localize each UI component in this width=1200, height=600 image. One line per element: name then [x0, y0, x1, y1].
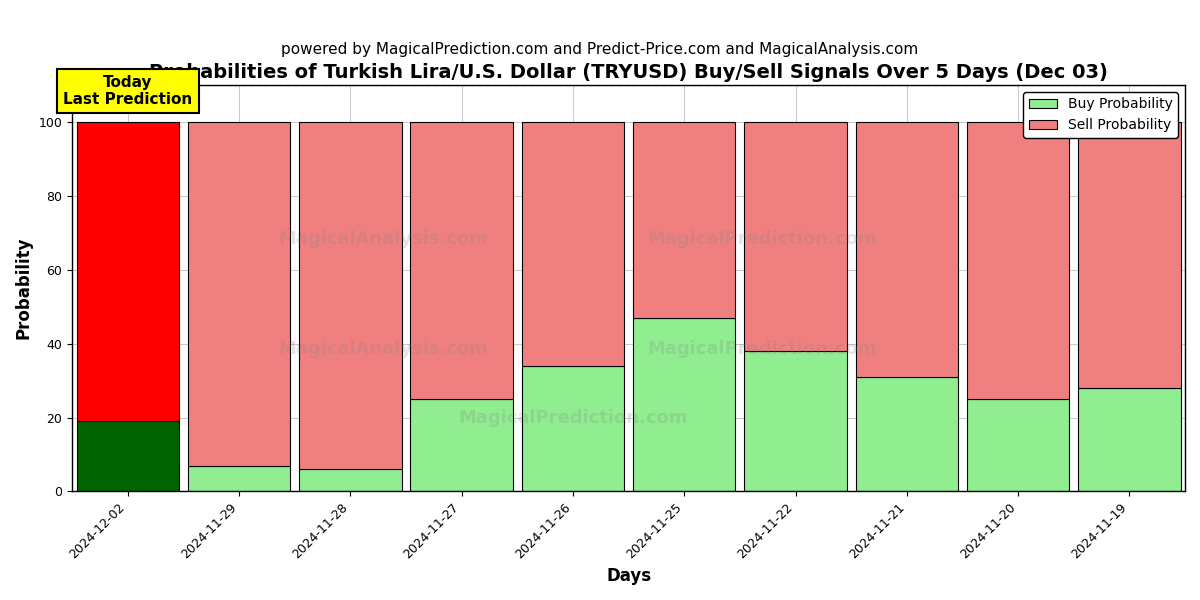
Bar	[188, 466, 290, 491]
Bar	[522, 122, 624, 366]
Text: MagicalPrediction.com: MagicalPrediction.com	[647, 340, 877, 358]
Bar	[967, 399, 1069, 491]
Bar	[77, 421, 179, 491]
Text: Today
Last Prediction: Today Last Prediction	[64, 75, 192, 107]
Bar	[856, 122, 958, 377]
Bar	[410, 399, 512, 491]
Text: MagicalPrediction.com: MagicalPrediction.com	[647, 230, 877, 248]
Text: MagicalAnalysis.com: MagicalAnalysis.com	[278, 340, 488, 358]
Bar	[410, 122, 512, 399]
Bar	[1078, 122, 1181, 388]
Bar	[744, 351, 847, 491]
Text: MagicalPrediction.com: MagicalPrediction.com	[458, 409, 688, 427]
X-axis label: Days: Days	[606, 567, 652, 585]
Y-axis label: Probability: Probability	[16, 237, 34, 340]
Bar	[856, 377, 958, 491]
Bar	[634, 318, 736, 491]
Bar	[299, 122, 402, 469]
Title: Probabilities of Turkish Lira/U.S. Dollar (TRYUSD) Buy/Sell Signals Over 5 Days : Probabilities of Turkish Lira/U.S. Dolla…	[149, 63, 1108, 82]
Text: powered by MagicalPrediction.com and Predict-Price.com and MagicalAnalysis.com: powered by MagicalPrediction.com and Pre…	[281, 42, 919, 57]
Bar	[77, 122, 179, 421]
Bar	[522, 366, 624, 491]
Legend: Buy Probability, Sell Probability: Buy Probability, Sell Probability	[1024, 92, 1178, 138]
Bar	[299, 469, 402, 491]
Bar	[634, 122, 736, 318]
Bar	[744, 122, 847, 351]
Bar	[967, 122, 1069, 399]
Bar	[1078, 388, 1181, 491]
Bar	[188, 122, 290, 466]
Text: MagicalAnalysis.com: MagicalAnalysis.com	[278, 230, 488, 248]
